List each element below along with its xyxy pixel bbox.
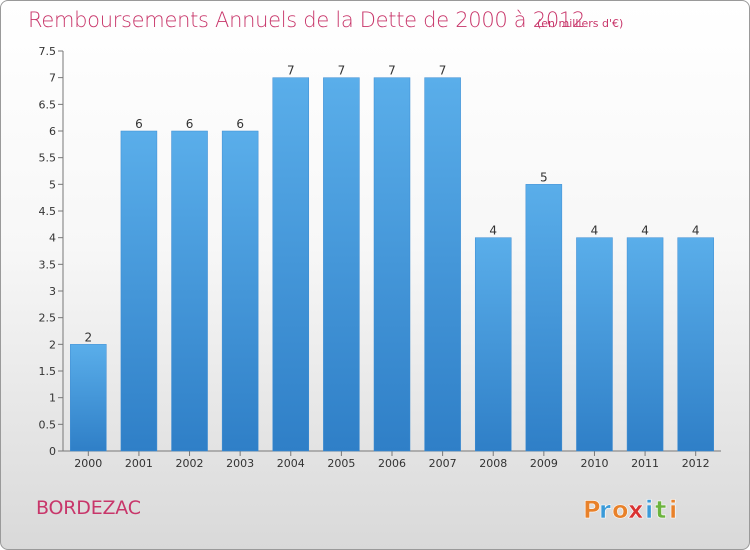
x-tick-label: 2003 <box>226 457 254 470</box>
logo-letter: r <box>599 496 611 524</box>
x-tick-label: 2010 <box>580 457 608 470</box>
x-tick-label: 2005 <box>327 457 355 470</box>
bar-2008 <box>474 237 512 452</box>
data-labels-group: 2 6 6 6 7 7 7 7 4 5 4 4 4 <box>84 64 699 345</box>
data-label: 4 <box>692 224 700 238</box>
bar-2005 <box>323 77 360 452</box>
x-tick-label: 2002 <box>176 457 204 470</box>
y-tick-label: 1 <box>49 392 56 405</box>
proxiti-logo: Pr o x i t i <box>583 496 678 525</box>
chart-title: Remboursements Annuels de la Dette de 20… <box>28 8 585 32</box>
bar-2011 <box>626 237 664 452</box>
commune-name: BORDEZAC <box>36 497 141 519</box>
data-label: 2 <box>84 330 92 344</box>
logo-letter: x <box>628 496 644 524</box>
x-tick-label: 2001 <box>125 457 153 470</box>
y-tick-label: 4 <box>49 232 56 245</box>
x-tick-label: 2004 <box>277 457 305 470</box>
y-tick-label: 2 <box>49 338 56 351</box>
bar-2002 <box>171 130 208 452</box>
bar-2006 <box>373 77 411 452</box>
bar-2007 <box>424 77 461 452</box>
x-tick-label: 2006 <box>378 457 406 470</box>
axes: 0 0.5 1 1.5 2 2.5 3 3.5 4 4.5 5 5.5 6 6.5 7 7.5 2000 2001… <box>39 45 721 470</box>
data-label: 6 <box>236 117 244 131</box>
data-label: 6 <box>135 117 143 131</box>
y-tick-label: 5 <box>49 178 56 191</box>
logo-letter: o <box>612 496 629 524</box>
bar-2012 <box>677 237 714 452</box>
bar-2010 <box>576 237 613 452</box>
bar-2003 <box>221 130 259 452</box>
y-tick-label: 6 <box>49 125 56 138</box>
y-tick-label: 3 <box>49 285 56 298</box>
bar-2004 <box>272 77 310 452</box>
y-tick-label: 7.5 <box>39 45 57 58</box>
data-label: 7 <box>338 64 346 78</box>
data-label: 4 <box>489 224 497 238</box>
logo-letter: t <box>655 496 666 524</box>
x-tick-label: 2000 <box>74 457 102 470</box>
y-tick-label: 0.5 <box>39 418 57 431</box>
data-label: 7 <box>439 64 447 78</box>
logo-letter: P <box>583 496 601 524</box>
y-tick-label: 6.5 <box>39 98 57 111</box>
data-label: 4 <box>591 224 599 238</box>
x-tick-label: 2011 <box>631 457 659 470</box>
x-tick-label: 2007 <box>429 457 457 470</box>
x-tick-label: 2012 <box>682 457 710 470</box>
data-label: 6 <box>186 117 194 131</box>
bar-2001 <box>120 130 158 452</box>
bar-2000 <box>70 344 107 452</box>
y-tick-label: 2.5 <box>39 312 57 325</box>
data-label: 7 <box>388 64 396 78</box>
y-tick-label: 1.5 <box>39 365 57 378</box>
y-tick-label: 4.5 <box>39 205 57 218</box>
x-tick-label: 2008 <box>479 457 507 470</box>
data-label: 4 <box>641 224 649 238</box>
y-tick-label: 5.5 <box>39 152 57 165</box>
logo-letter: i <box>669 496 677 524</box>
chart-subtitle: (en milliers d'€) <box>537 17 624 30</box>
bars-group <box>70 77 714 452</box>
y-tick-label: 3.5 <box>39 258 57 271</box>
data-label: 7 <box>287 64 295 78</box>
bar-2009 <box>525 184 563 452</box>
x-tick-label: 2009 <box>530 457 558 470</box>
y-tick-label: 0 <box>49 445 56 458</box>
logo-letter: i <box>645 496 653 524</box>
y-tick-label: 7 <box>49 72 56 85</box>
data-label: 5 <box>540 170 548 184</box>
